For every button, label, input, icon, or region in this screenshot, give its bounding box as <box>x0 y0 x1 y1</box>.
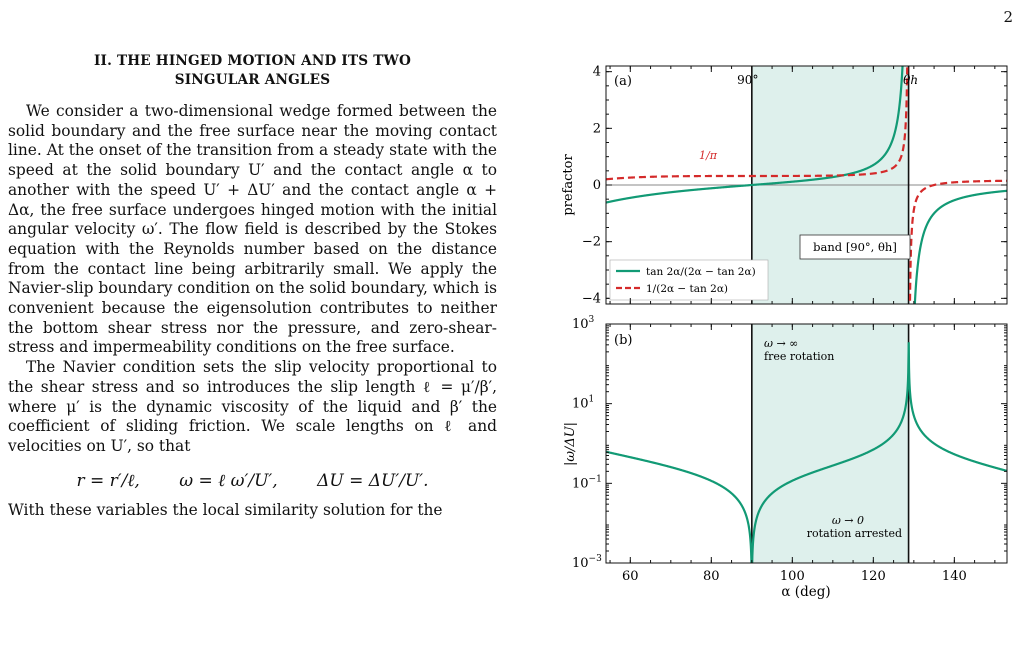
figure: 4 2 0 −2 −4 (a) 90° θh 1/π band [90°, θh] ta… <box>552 58 1012 612</box>
scaling-equation: r = r′/ℓ, ω = ℓ ω′/U′, ΔU = ΔU′/U′. <box>8 471 497 491</box>
x-tick-label: 100 <box>780 569 805 584</box>
legend-entry-1: tan 2α/(2α − tan 2α) <box>646 266 756 278</box>
text-column: II. THE HINGED MOTION AND ITS TWO SINGUL… <box>8 52 497 520</box>
section-heading-line-1: II. THE HINGED MOTION AND ITS TWO <box>8 52 497 71</box>
panel-a-ytick-label: 2 <box>593 121 601 136</box>
figure-svg: 4 2 0 −2 −4 (a) 90° θh 1/π band [90°, θh] ta… <box>552 58 1012 608</box>
x-tick-label: 60 <box>622 569 639 584</box>
annotation-inv-pi: 1/π <box>699 149 718 162</box>
x-tick-label: 80 <box>703 569 720 584</box>
annotation-free-rotation-2: free rotation <box>764 350 834 363</box>
panel-b-ylabel: |ω/ΔU| <box>563 422 578 466</box>
annotation-arrested-1: ω → 0 <box>832 514 864 527</box>
equation-omega: ω = ℓ ω′/U′, <box>179 471 277 491</box>
section-heading: II. THE HINGED MOTION AND ITS TWO SINGUL… <box>8 52 497 90</box>
band-label: band [90°, θh] <box>813 240 897 254</box>
x-axis-label: α (deg) <box>781 584 830 600</box>
panel-b-ytick-label: 10−1 <box>572 474 602 491</box>
panel-a-ytick-label: 4 <box>593 65 601 80</box>
annotation-free-rotation-1: ω → ∞ <box>764 337 798 350</box>
x-tick-label: 140 <box>942 569 967 584</box>
section-heading-line-2: SINGULAR ANGLES <box>8 71 497 90</box>
panel-a-ytick-label: −4 <box>582 291 601 306</box>
page-number: 2 <box>1003 8 1013 26</box>
panel-b-ytick-label: 101 <box>572 395 594 412</box>
panel-a-label: (a) <box>614 74 632 89</box>
x-tick-label: 120 <box>861 569 886 584</box>
band-label-box: band [90°, θh] <box>800 235 910 259</box>
paragraph-3: With these variables the local similarit… <box>8 501 497 521</box>
annotation-arrested-2: rotation arrested <box>807 527 902 540</box>
panel-b-ytick-label: 10−3 <box>572 554 602 571</box>
legend-entry-2: 1/(2α − tan 2α) <box>646 283 728 295</box>
paragraph-2: The Navier condition sets the slip veloc… <box>8 358 497 457</box>
panel-b-ytick-label: 103 <box>572 315 595 332</box>
annotation-90-deg: 90° <box>737 73 758 87</box>
annotation-theta-h: θh <box>903 73 918 87</box>
paragraph-1: We consider a two-dimensional wedge form… <box>8 102 497 358</box>
panel-b-label: (b) <box>614 333 632 348</box>
panel-a-ylabel: prefactor <box>561 154 576 216</box>
panel-a-ytick-label: 0 <box>593 178 601 193</box>
legend: tan 2α/(2α − tan 2α) 1/(2α − tan 2α) <box>610 260 768 300</box>
equation-delta-u: ΔU = ΔU′/U′. <box>317 471 428 491</box>
panel-a-ytick-label: −2 <box>582 235 601 250</box>
equation-r: r = r′/ℓ, <box>76 471 139 491</box>
